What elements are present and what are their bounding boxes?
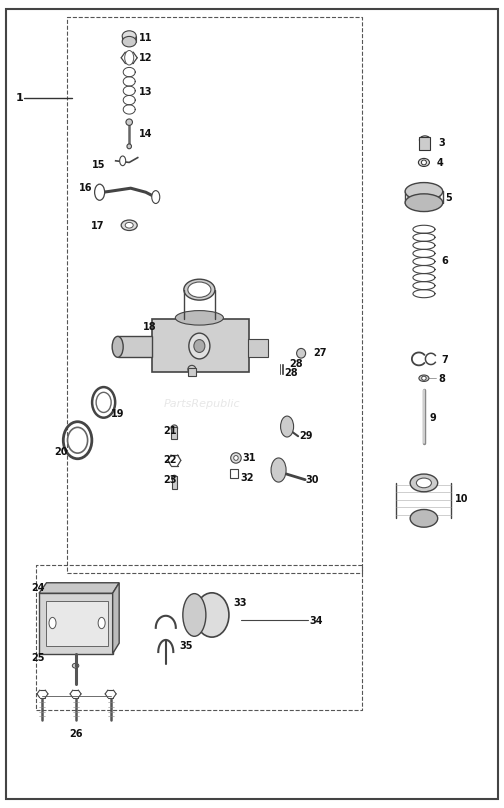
- Text: 25: 25: [31, 653, 45, 663]
- Text: 7: 7: [442, 355, 448, 364]
- Ellipse shape: [122, 36, 136, 47]
- Circle shape: [98, 617, 105, 629]
- Ellipse shape: [421, 160, 426, 165]
- Text: 1: 1: [16, 93, 23, 103]
- Text: 30: 30: [305, 475, 319, 486]
- Circle shape: [49, 617, 56, 629]
- Text: 16: 16: [79, 183, 93, 193]
- Ellipse shape: [422, 377, 426, 381]
- Ellipse shape: [126, 119, 133, 125]
- Text: 17: 17: [91, 221, 104, 231]
- Text: 26: 26: [69, 729, 82, 739]
- Bar: [248, 339, 268, 357]
- Text: 28: 28: [285, 368, 298, 378]
- Bar: [230, 469, 238, 478]
- Ellipse shape: [127, 144, 132, 149]
- Text: 23: 23: [163, 474, 176, 485]
- Ellipse shape: [419, 136, 430, 144]
- Circle shape: [124, 51, 134, 65]
- Ellipse shape: [68, 427, 88, 453]
- Ellipse shape: [416, 478, 431, 488]
- Text: 29: 29: [299, 431, 312, 441]
- Ellipse shape: [96, 393, 111, 412]
- Bar: [188, 368, 196, 376]
- Text: 22: 22: [163, 456, 176, 465]
- Bar: [117, 336, 152, 357]
- Text: 10: 10: [455, 494, 469, 504]
- Text: 31: 31: [242, 453, 256, 463]
- Text: 34: 34: [309, 617, 323, 626]
- Ellipse shape: [194, 339, 205, 352]
- Ellipse shape: [410, 474, 437, 492]
- Ellipse shape: [183, 594, 206, 637]
- Ellipse shape: [418, 158, 429, 166]
- Text: 28: 28: [290, 359, 303, 368]
- Ellipse shape: [231, 452, 241, 463]
- Ellipse shape: [112, 336, 123, 357]
- Ellipse shape: [171, 475, 177, 481]
- Text: 3: 3: [438, 138, 445, 148]
- Text: 15: 15: [92, 160, 105, 170]
- Text: 24: 24: [31, 583, 45, 592]
- Text: 33: 33: [233, 598, 246, 608]
- Ellipse shape: [405, 194, 443, 212]
- Ellipse shape: [122, 31, 136, 41]
- Text: 8: 8: [438, 374, 446, 384]
- Circle shape: [95, 184, 105, 200]
- Polygon shape: [39, 593, 113, 654]
- Text: 6: 6: [441, 256, 448, 267]
- Ellipse shape: [188, 282, 211, 297]
- Ellipse shape: [72, 663, 79, 668]
- FancyBboxPatch shape: [7, 10, 497, 798]
- Text: 35: 35: [179, 641, 193, 650]
- Ellipse shape: [184, 280, 215, 300]
- Circle shape: [281, 416, 294, 437]
- Ellipse shape: [171, 425, 177, 431]
- Text: 32: 32: [240, 473, 254, 483]
- Ellipse shape: [189, 333, 210, 359]
- Bar: [152, 319, 249, 372]
- Bar: [171, 427, 177, 440]
- Ellipse shape: [234, 456, 238, 461]
- Text: 11: 11: [139, 33, 152, 44]
- Text: 14: 14: [139, 129, 152, 139]
- Ellipse shape: [410, 510, 437, 527]
- Text: 21: 21: [163, 427, 176, 436]
- Text: PartsRepublic: PartsRepublic: [164, 399, 240, 409]
- Text: 27: 27: [313, 348, 327, 358]
- Ellipse shape: [195, 593, 229, 638]
- Text: 20: 20: [54, 448, 68, 457]
- Bar: [172, 477, 177, 489]
- Text: 5: 5: [446, 193, 452, 203]
- Ellipse shape: [419, 375, 429, 381]
- Circle shape: [119, 156, 125, 166]
- Bar: [419, 137, 430, 150]
- Ellipse shape: [175, 310, 223, 325]
- Polygon shape: [46, 601, 108, 646]
- Ellipse shape: [297, 348, 305, 358]
- Ellipse shape: [121, 220, 137, 230]
- Text: 9: 9: [430, 414, 436, 423]
- Polygon shape: [39, 583, 119, 593]
- Text: 12: 12: [139, 53, 152, 63]
- Ellipse shape: [125, 222, 133, 228]
- Ellipse shape: [188, 365, 196, 373]
- Polygon shape: [113, 583, 119, 654]
- Text: 19: 19: [111, 409, 124, 419]
- Text: 18: 18: [143, 322, 156, 332]
- Ellipse shape: [405, 183, 443, 200]
- Text: 4: 4: [436, 158, 443, 168]
- Circle shape: [152, 191, 160, 204]
- Circle shape: [271, 458, 286, 482]
- Text: 13: 13: [139, 86, 152, 97]
